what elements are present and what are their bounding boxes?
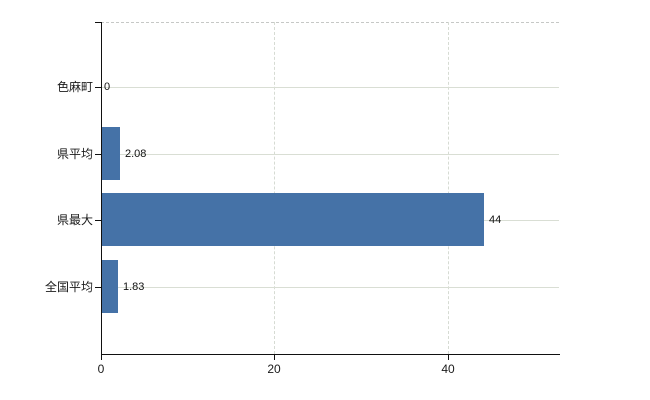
plot-area [101,22,559,354]
x-axis-tick-label: 0 [97,362,105,376]
y-axis-tick [95,220,101,221]
value-label: 1.83 [123,281,145,293]
category-gridline [101,287,559,288]
vertical-gridline [448,22,449,354]
x-axis-tick [274,355,275,360]
y-axis-line [101,22,102,355]
x-axis-tick [101,355,102,360]
y-axis-tick [95,287,101,288]
category-label: 県最大 [56,213,93,227]
y-axis-top-tick [95,22,101,23]
category-gridline [101,87,559,88]
x-axis-tick [448,355,449,360]
y-axis-tick [95,87,101,88]
x-axis-tick-label: 20 [267,362,281,376]
bar[interactable] [102,193,484,246]
value-label: 0 [104,81,111,93]
category-label: 県平均 [56,147,93,161]
x-axis-tick-label: 40 [441,362,455,376]
bar[interactable] [102,260,118,313]
bar[interactable] [102,127,120,180]
vertical-gridline [274,22,275,354]
value-label: 2.08 [125,148,147,160]
value-label: 44 [489,214,502,226]
category-gridline [101,154,559,155]
y-axis-tick [95,154,101,155]
category-label: 全国平均 [44,280,93,294]
category-label: 色麻町 [56,80,93,94]
x-axis-line [101,354,560,355]
